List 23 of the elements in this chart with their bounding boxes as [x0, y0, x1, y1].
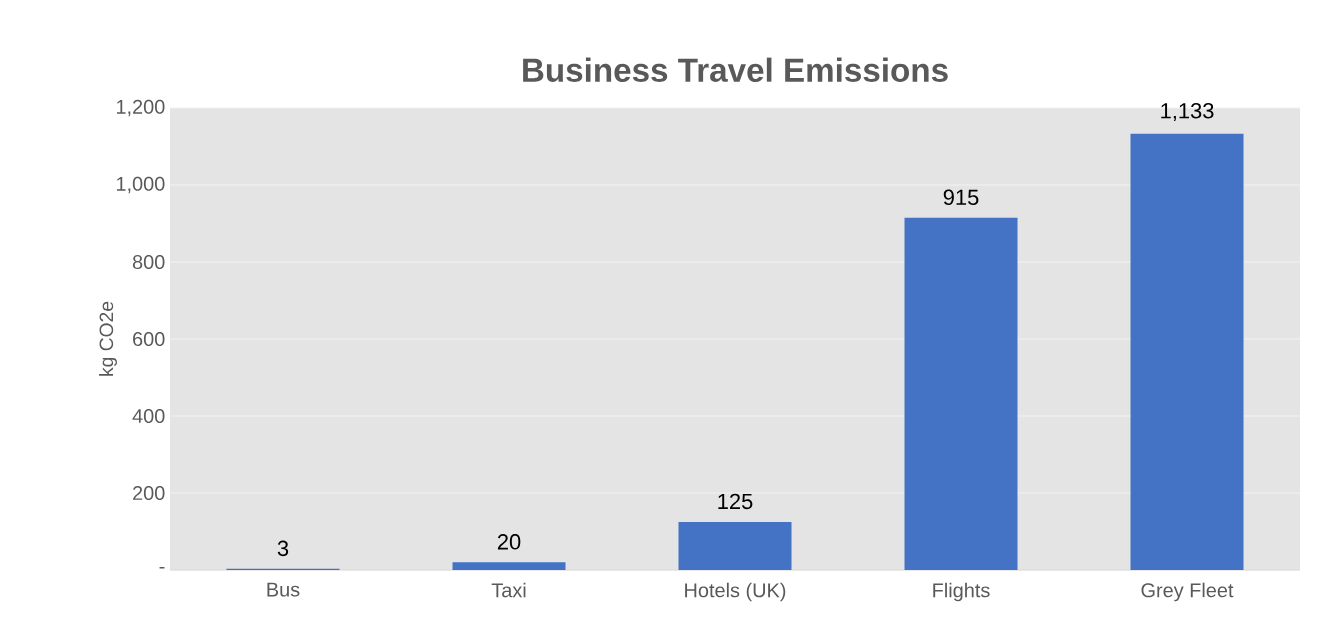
- y-tick-label: -: [159, 566, 165, 569]
- x-tick-label: Flights: [933, 582, 990, 602]
- y-axis-title: kg CO2e: [99, 301, 117, 376]
- y-tick-label: 200: [133, 485, 165, 501]
- y-tick-label: 400: [132, 408, 165, 424]
- y-tick-label: 600: [133, 331, 165, 347]
- data-label: 125: [718, 493, 753, 510]
- x-tick-label: Hotels (UK): [685, 582, 786, 602]
- y-tick-label: 800: [132, 254, 165, 270]
- x-tick-label: Grey Fleet: [1141, 582, 1234, 602]
- data-label: 3: [277, 540, 289, 557]
- bar: [904, 217, 1018, 570]
- data-label: 1,133: [1161, 102, 1214, 122]
- bar: [452, 562, 566, 570]
- y-tick-label: 1,000: [116, 176, 165, 194]
- x-tick-label: Taxi: [491, 582, 526, 598]
- data-label: 915: [943, 189, 979, 206]
- bar: [678, 521, 792, 570]
- bar: [1130, 133, 1244, 570]
- chart-title: Business Travel Emissions: [523, 57, 948, 83]
- data-label: 20: [497, 534, 521, 550]
- y-tick-label: 1,200: [116, 99, 165, 117]
- x-tick-label: Bus: [267, 582, 300, 597]
